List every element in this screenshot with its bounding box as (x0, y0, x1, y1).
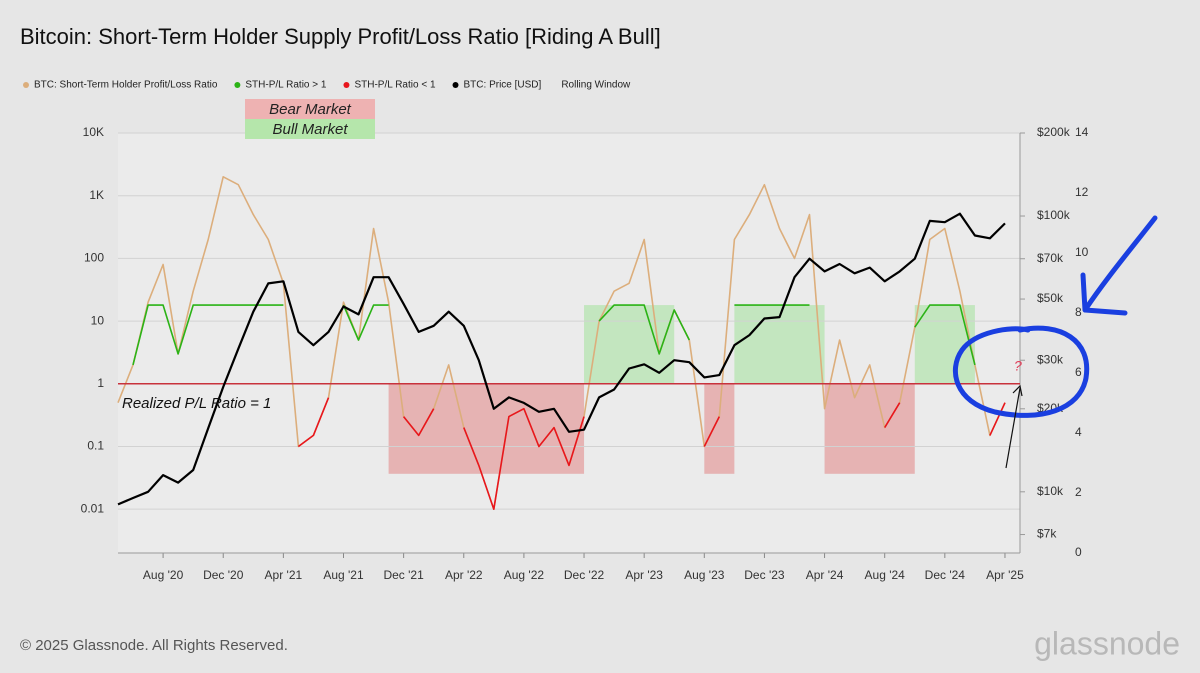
question-mark: ? (1014, 358, 1022, 374)
series-line (297, 397, 1006, 510)
bear-label-box (245, 99, 375, 119)
series-line (117, 212, 1006, 506)
x-tick-label: Dec '22 (564, 568, 605, 582)
legend-marker (343, 82, 350, 88)
legend-label: STH-P/L Ratio > 1 (245, 80, 326, 91)
legend-label: STH-P/L Ratio < 1 (354, 80, 435, 91)
trend-arrow (1005, 384, 1023, 469)
bear-shade (388, 383, 585, 474)
x-tick-label: Aug '21 (323, 568, 364, 582)
y3-tick-label: 14 (1075, 125, 1089, 139)
bear-label: Bear Market (269, 101, 352, 118)
x-tick-label: Apr '25 (986, 568, 1024, 582)
y-tick-label: 10 (91, 313, 105, 327)
y3-tick-label: 8 (1075, 305, 1082, 319)
y2-tick-label: $30k (1037, 352, 1064, 366)
x-tick-label: Aug '23 (684, 568, 725, 582)
x-tick-label: Dec '23 (744, 568, 785, 582)
x-tick-label: Aug '22 (504, 568, 545, 582)
plot-area (118, 133, 1020, 553)
bear-shade (704, 383, 735, 474)
x-tick-label: Apr '24 (806, 568, 844, 582)
y2-tick-label: $50k (1037, 291, 1064, 305)
y2-tick-label: $100k (1037, 208, 1071, 222)
bull-shade (584, 305, 675, 384)
chart-title: Bitcoin: Short-Term Holder Supply Profit… (20, 24, 661, 49)
x-tick-label: Dec '24 (925, 568, 966, 582)
y-tick-label: 1 (97, 376, 104, 390)
reference-label: Realized P/L Ratio = 1 (122, 395, 271, 412)
legend-label: BTC: Price [USD] (464, 80, 542, 91)
series-line (132, 304, 976, 366)
legend-marker (452, 82, 459, 88)
x-tick-label: Aug '24 (865, 568, 906, 582)
x-tick-label: Apr '21 (265, 568, 303, 582)
legend-label: BTC: Short-Term Holder Profit/Loss Ratio (34, 80, 218, 91)
y3-tick-label: 0 (1075, 545, 1082, 559)
bull-label: Bull Market (272, 121, 348, 138)
y3-tick-label: 2 (1075, 485, 1082, 499)
y-tick-label: 1K (89, 188, 104, 202)
y3-tick-label: 10 (1075, 245, 1089, 259)
legend-marker (234, 82, 241, 88)
y3-tick-label: 6 (1075, 365, 1082, 379)
y2-tick-label: $7k (1037, 527, 1057, 541)
y2-tick-label: $70k (1037, 251, 1064, 265)
y-tick-label: 10K (83, 125, 104, 139)
legend-marker (23, 82, 29, 88)
hand-drawn-arrow (1080, 215, 1158, 316)
legend-label: Rolling Window (561, 80, 631, 91)
y-tick-label: 100 (84, 251, 104, 265)
x-tick-label: Apr '23 (625, 568, 663, 582)
x-tick-label: Dec '21 (383, 568, 424, 582)
bull-label-box (245, 119, 375, 139)
y3-tick-label: 4 (1075, 425, 1082, 439)
y3-tick-label: 12 (1075, 185, 1089, 199)
x-tick-label: Apr '22 (445, 568, 483, 582)
footer: © 2025 Glassnode. All Rights Reserved. (20, 637, 288, 654)
hand-drawn-circle (952, 325, 1090, 418)
x-tick-label: Dec '20 (203, 568, 244, 582)
brand-logo: glassnode (1034, 625, 1180, 661)
x-tick-label: Aug '20 (143, 568, 184, 582)
y-tick-label: 0.01 (81, 501, 105, 515)
y2-tick-label: $10k (1037, 484, 1064, 498)
y2-tick-label: $200k (1037, 125, 1071, 139)
y-tick-label: 0.1 (87, 439, 104, 453)
